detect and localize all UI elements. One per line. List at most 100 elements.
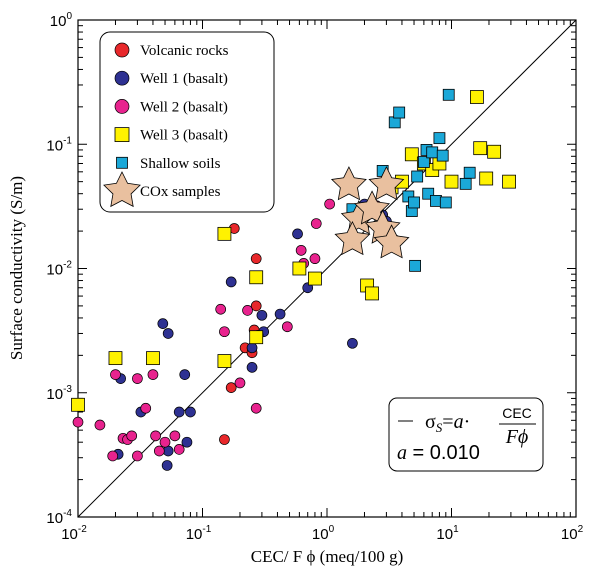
data-point [411, 170, 424, 183]
data-point [147, 369, 159, 380]
data-point [246, 342, 258, 354]
data-point [225, 276, 237, 288]
data-point [373, 224, 410, 259]
data-point [108, 351, 123, 366]
fit-box-frame [388, 397, 544, 472]
data-point [225, 382, 237, 393]
fit-equation-box: σS=a· CEC Fϕ a = 0.010 [388, 397, 544, 472]
data-point [281, 321, 293, 333]
data-point [309, 253, 321, 265]
data-point [249, 270, 264, 285]
fit-equation: σS=a· [425, 411, 470, 435]
fit-line [78, 20, 576, 517]
axis-ticks [77, 20, 576, 518]
y-axis-title: Surface conductivity (S/m) [7, 176, 26, 360]
data-point [219, 326, 230, 338]
data-point [439, 196, 452, 209]
data-point [408, 196, 420, 209]
y-tick-label: 10-4 [46, 508, 72, 527]
data-point [417, 156, 430, 168]
data-point [310, 218, 322, 229]
data-point [140, 402, 152, 414]
data-point [487, 144, 502, 159]
data-point [324, 198, 335, 210]
data-points [71, 88, 516, 471]
data-point [181, 436, 193, 448]
fit-denominator: Fϕ [505, 426, 529, 448]
data-point [215, 303, 227, 315]
data-point [250, 253, 262, 265]
data-point [365, 286, 379, 301]
data-point [436, 149, 449, 162]
legend-label: COx samples [140, 184, 221, 200]
data-point [159, 436, 171, 448]
data-point [256, 309, 268, 321]
data-point [217, 354, 232, 368]
y-tick-label: 10-2 [46, 260, 72, 279]
legend-marker [103, 171, 141, 208]
data-point [422, 187, 435, 200]
data-point [173, 444, 185, 455]
data-point [249, 330, 264, 345]
data-point [292, 261, 307, 276]
y-tick-label: 10-3 [46, 384, 72, 403]
data-point [459, 177, 472, 190]
data-point [368, 166, 405, 201]
data-point [433, 132, 446, 145]
series-5 [330, 166, 410, 259]
data-point [274, 308, 286, 320]
x-tick-label: 102 [561, 524, 584, 543]
data-point [250, 402, 262, 414]
data-point [308, 271, 322, 286]
legend-box [99, 31, 275, 213]
legend-marker [114, 42, 130, 58]
legend-label: Well 2 (basalt) [140, 99, 228, 115]
y-tick-label: 10-1 [46, 135, 72, 154]
x-tick-label: 100 [312, 524, 335, 543]
data-point [126, 430, 138, 442]
data-point [132, 450, 143, 462]
data-point [250, 300, 262, 312]
data-point [153, 445, 165, 457]
data-point [479, 171, 494, 186]
data-point [179, 369, 191, 380]
data-point [463, 166, 476, 179]
x-tick-label: 10-1 [186, 524, 212, 543]
data-point [330, 166, 367, 201]
data-point [173, 406, 185, 418]
data-point [72, 416, 84, 428]
data-point [430, 194, 442, 207]
data-point [444, 174, 459, 189]
data-point [393, 106, 406, 119]
x-axis-title: CEC/ F ϕ (meq/100 g) [251, 547, 404, 566]
legend-marker [114, 70, 130, 86]
data-point [110, 369, 121, 380]
legend-label: Shallow soils [140, 156, 221, 172]
data-point [185, 406, 196, 418]
legend-marker [114, 99, 130, 114]
y-tick-label: 100 [50, 11, 73, 30]
data-point [473, 141, 488, 156]
x-tick-label: 101 [436, 524, 459, 543]
data-point [246, 362, 258, 373]
data-point [242, 305, 253, 316]
data-point [292, 228, 303, 240]
data-point [426, 146, 439, 159]
data-point [409, 259, 421, 272]
data-point [146, 351, 160, 366]
data-point [347, 337, 358, 349]
x-tick-label: 10-2 [61, 524, 87, 543]
data-point [162, 328, 174, 339]
data-point [94, 419, 106, 431]
data-point [295, 244, 307, 256]
legend-marker [114, 127, 130, 142]
data-point [502, 174, 516, 189]
legend-label: Well 1 (basalt) [140, 71, 228, 87]
data-point [470, 90, 484, 104]
data-point [157, 318, 169, 329]
series-4 [346, 88, 476, 272]
data-point [107, 450, 119, 462]
data-point [234, 377, 246, 389]
legend: Volcanic rocks Well 1 (basalt) Well 2 (bas… [99, 31, 275, 213]
